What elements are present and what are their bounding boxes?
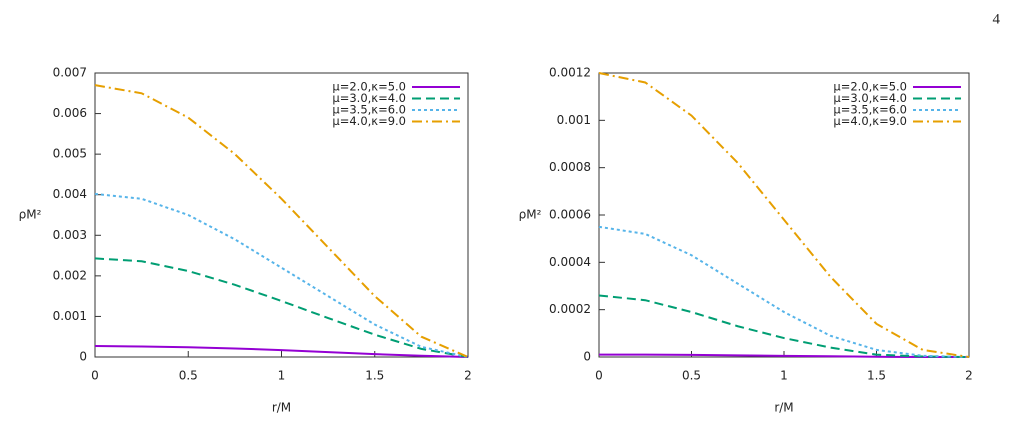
legend-label: μ=3.0,κ=4.0 (833, 91, 907, 105)
x-tick-label: 0 (91, 369, 99, 383)
legend-label: μ=2.0,κ=5.0 (833, 80, 907, 94)
y-tick-label: 0.0002 (549, 302, 591, 316)
series-line (599, 353, 969, 358)
plot-frame (598, 72, 970, 358)
x-tick-label: 1.5 (867, 369, 886, 383)
x-axis-label: r/M (272, 401, 291, 415)
plot-frame (94, 72, 469, 358)
x-tick-label: 1.5 (365, 369, 384, 383)
y-axis-label: ρM² (519, 208, 542, 222)
legend-label: μ=4.0,κ=9.0 (332, 114, 406, 128)
legend-label: μ=3.5,κ=6.0 (833, 103, 907, 117)
series-line (94, 84, 469, 358)
legend-label: μ=4.0,κ=9.0 (833, 114, 907, 128)
legend-label: μ=2.0,κ=5.0 (332, 80, 406, 94)
page-number: 4 (993, 11, 1001, 27)
series-line (598, 72, 970, 358)
y-tick-label: 0 (79, 350, 87, 364)
series-line (598, 225, 970, 358)
x-tick-label: 1 (780, 369, 788, 383)
series-line (598, 294, 970, 358)
legend-label: μ=3.5,κ=6.0 (332, 103, 406, 117)
y-tick-label: 0 (583, 350, 591, 364)
x-tick-label: 0 (595, 369, 603, 383)
y-tick-label: 0.007 (53, 66, 87, 80)
x-tick-label: 0.5 (682, 369, 701, 383)
series-line (94, 257, 469, 358)
y-tick-label: 0.002 (53, 268, 87, 282)
y-tick-label: 0.0012 (549, 66, 591, 80)
series-line (94, 192, 469, 358)
x-tick-label: 2 (965, 369, 973, 383)
x-axis-label: r/M (774, 401, 793, 415)
y-tick-label: 0.004 (53, 187, 87, 201)
y-axis-label: ρM² (19, 208, 42, 222)
x-tick-label: 0.5 (179, 369, 198, 383)
y-tick-label: 0.005 (53, 147, 87, 161)
x-tick-label: 1 (278, 369, 286, 383)
y-tick-label: 0.006 (53, 106, 87, 120)
y-tick-label: 0.001 (53, 309, 87, 323)
y-tick-label: 0.0004 (549, 255, 591, 269)
x-tick-label: 2 (464, 369, 472, 383)
y-tick-label: 0.0006 (549, 208, 591, 222)
y-tick-label: 0.003 (53, 228, 87, 242)
y-tick-label: 0.001 (557, 113, 591, 127)
y-tick-label: 0.0008 (549, 160, 591, 174)
series-line (94, 345, 469, 358)
legend-label: μ=3.0,κ=4.0 (332, 91, 406, 105)
